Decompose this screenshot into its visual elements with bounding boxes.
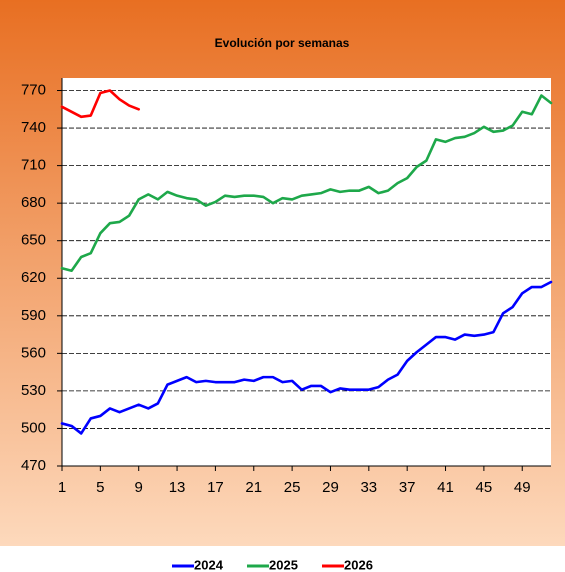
x-tick-label: 13	[169, 479, 186, 496]
y-tick-label: 620	[21, 269, 46, 286]
x-tick-label: 33	[360, 479, 377, 496]
y-tick-label: 470	[21, 457, 46, 474]
chart-title: Evolución por semanas	[215, 36, 350, 50]
y-tick-label: 740	[21, 119, 46, 136]
y-tick-label: 500	[21, 419, 46, 436]
legend-label: 2024	[194, 557, 224, 572]
series-line	[60, 89, 141, 119]
x-tick-label: 21	[245, 479, 262, 496]
legend-label: 2025	[269, 557, 298, 572]
y-tick-label: 590	[21, 307, 46, 324]
x-tick-label: 1	[58, 479, 66, 496]
x-tick-label: 9	[135, 479, 143, 496]
plot-area	[62, 78, 551, 466]
x-tick-label: 41	[437, 479, 454, 496]
x-tick-label: 49	[514, 479, 531, 496]
y-tick-label: 770	[21, 81, 46, 98]
legend-label: 2026	[344, 557, 373, 572]
x-tick-label: 17	[207, 479, 224, 496]
series-line	[60, 280, 553, 435]
y-tick-label: 560	[21, 344, 46, 361]
x-tick-label: 37	[399, 479, 416, 496]
y-tick-label: 680	[21, 194, 46, 211]
y-tick-label: 650	[21, 232, 46, 249]
series-line	[60, 94, 553, 273]
x-tick-label: 5	[96, 479, 104, 496]
y-tick-label: 710	[21, 157, 46, 174]
x-tick-label: 25	[284, 479, 301, 496]
x-tick-label: 45	[476, 479, 493, 496]
y-tick-label: 530	[21, 382, 46, 399]
x-tick-label: 29	[322, 479, 339, 496]
